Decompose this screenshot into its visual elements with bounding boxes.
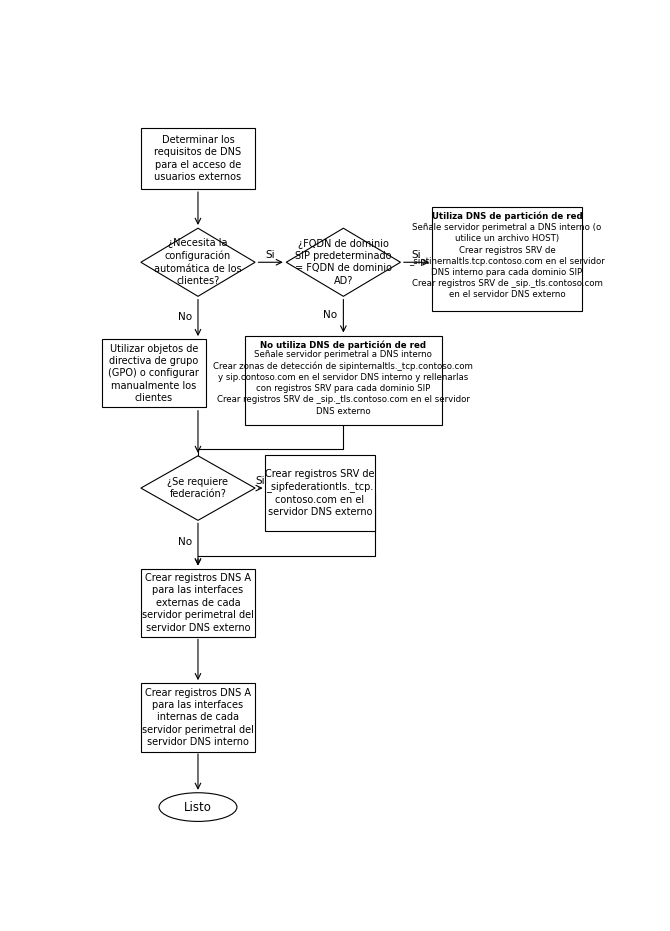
Text: Si: Si: [411, 250, 421, 260]
Text: No utiliza DNS de partición de red: No utiliza DNS de partición de red: [261, 341, 426, 350]
Bar: [265, 455, 375, 531]
Text: Si: Si: [266, 250, 275, 260]
Bar: [141, 128, 255, 189]
Bar: [431, 207, 582, 311]
Bar: [141, 683, 255, 751]
Text: ¿Necesita la
configuración
automática de los
clientes?: ¿Necesita la configuración automática de…: [154, 238, 242, 286]
Text: ¿FQDN de dominio
SIP predeterminado
= FQDN de dominio
AD?: ¿FQDN de dominio SIP predeterminado = FQ…: [295, 238, 392, 286]
Text: No: No: [178, 312, 192, 322]
Text: Crear registros SRV de
_sipfederationtls._tcp.
contoso.com en el
servidor DNS ex: Crear registros SRV de _sipfederationtls…: [265, 469, 375, 517]
Bar: [102, 339, 206, 408]
Text: Listo: Listo: [184, 801, 212, 814]
Text: No: No: [178, 537, 192, 546]
Polygon shape: [141, 228, 255, 296]
Text: Utilizar objetos de
directiva de grupo
(GPO) o configurar
manualmente los
client: Utilizar objetos de directiva de grupo (…: [109, 344, 199, 403]
Text: Utiliza DNS de partición de red: Utiliza DNS de partición de red: [431, 211, 582, 222]
Polygon shape: [286, 228, 401, 296]
Text: Señale servidor perimetral a DNS interno
Crear zonas de detección de sipinternal: Señale servidor perimetral a DNS interno…: [214, 350, 473, 415]
Text: Determinar los
requisitos de DNS
para el acceso de
usuarios externos: Determinar los requisitos de DNS para el…: [154, 135, 242, 182]
Polygon shape: [141, 456, 255, 520]
Text: Señale servidor perimetral a DNS interno (o
utilice un archivo HOST)
Crear regis: Señale servidor perimetral a DNS interno…: [409, 223, 605, 299]
Text: ¿Se requiere
federación?: ¿Se requiere federación?: [168, 477, 228, 499]
Text: Crear registros DNS A
para las interfaces
internas de cada
servidor perimetral d: Crear registros DNS A para las interface…: [142, 688, 254, 748]
Bar: [245, 336, 442, 425]
Ellipse shape: [159, 793, 237, 821]
Text: Si: Si: [255, 476, 265, 486]
Text: Crear registros DNS A
para las interfaces
externas de cada
servidor perimetral d: Crear registros DNS A para las interface…: [142, 573, 254, 632]
Text: No: No: [324, 310, 338, 320]
Bar: [141, 569, 255, 637]
